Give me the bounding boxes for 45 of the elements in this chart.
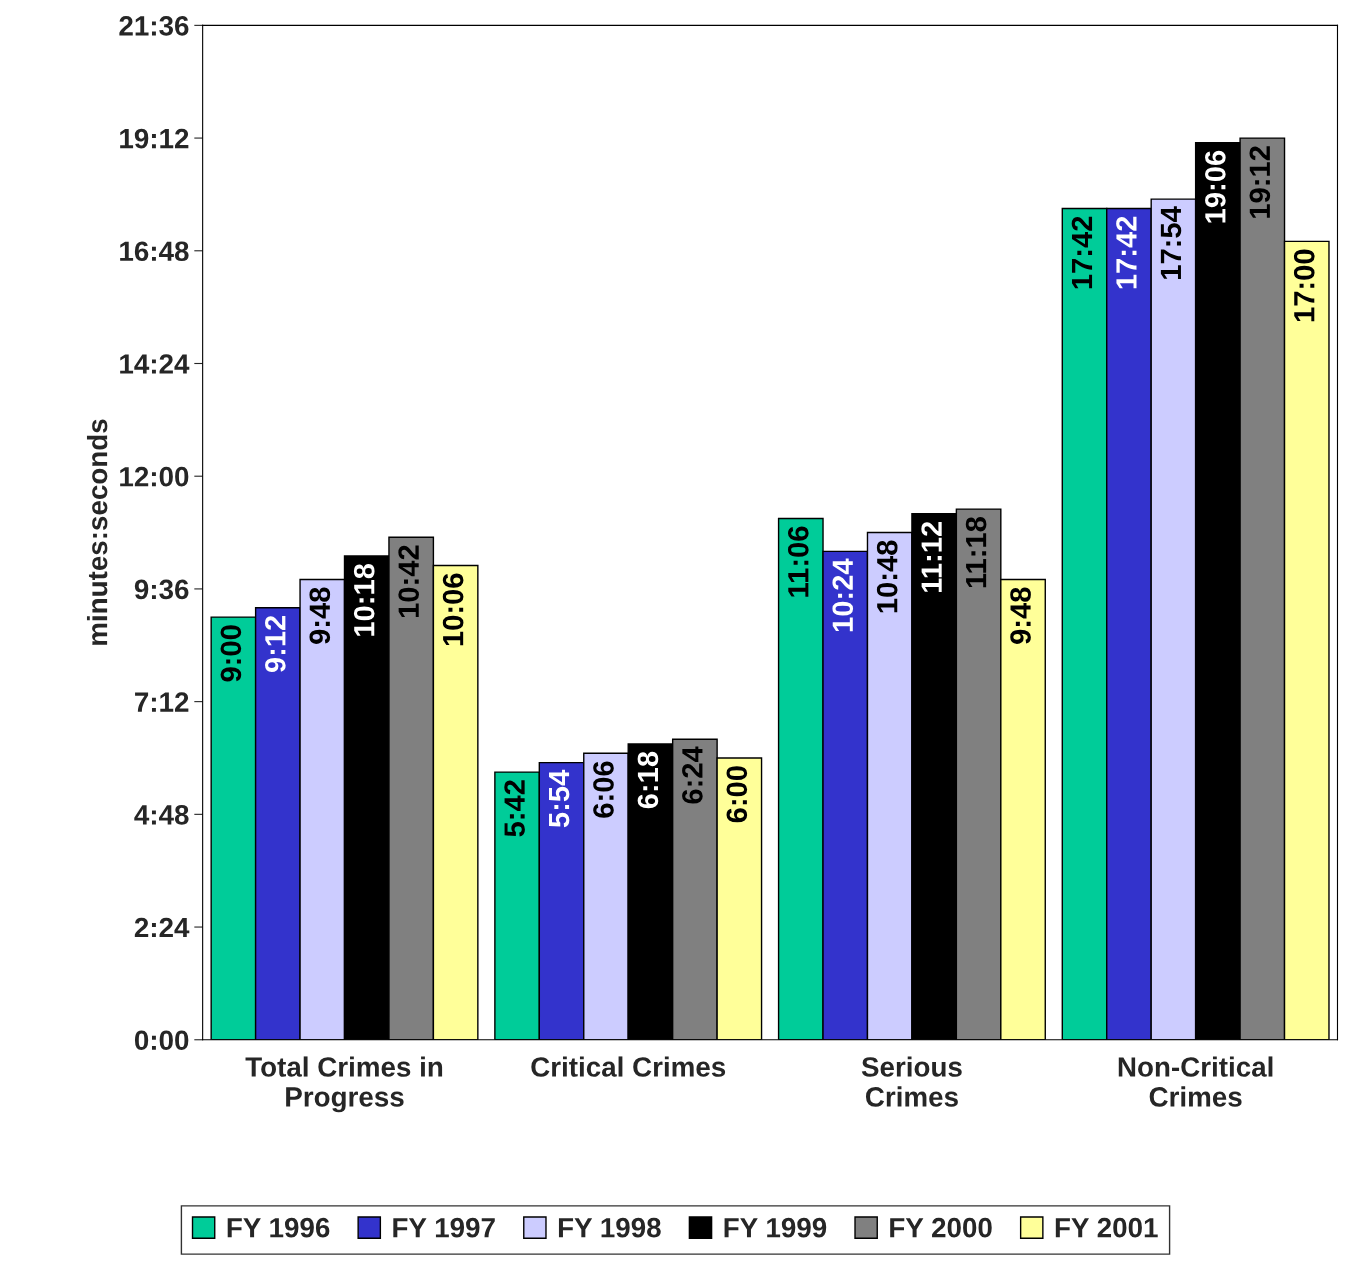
x-tick-label: Critical Crimes bbox=[531, 1056, 726, 1077]
data-label: 10:48 bbox=[876, 540, 898, 613]
y-tick-label: 7:12 bbox=[135, 692, 189, 712]
data-label: 5:42 bbox=[504, 780, 525, 837]
data-label: 6:24 bbox=[682, 746, 703, 804]
data-label: 19:12 bbox=[1249, 146, 1271, 218]
y-tick-label: 12:00 bbox=[120, 466, 189, 487]
legend-label: FY 1999 bbox=[724, 1217, 827, 1238]
legend-label: FY 1997 bbox=[393, 1217, 495, 1238]
y-tick-label: 14:24 bbox=[120, 354, 190, 374]
y-tick-label: 21:36 bbox=[119, 16, 189, 36]
x-tick-label: Total Crimes in Progress bbox=[245, 1056, 443, 1113]
y-tick-label: 2:24 bbox=[134, 917, 190, 938]
data-label: 6:18 bbox=[637, 751, 659, 809]
data-label: 11:12 bbox=[921, 521, 942, 592]
data-label: 11:06 bbox=[787, 526, 809, 597]
y-tick-label: 16:48 bbox=[120, 241, 189, 262]
data-label: 6:06 bbox=[593, 761, 614, 818]
data-label: 9:48 bbox=[1010, 587, 1031, 644]
legend-label: FY 1998 bbox=[558, 1217, 661, 1238]
data-label: 5:54 bbox=[549, 769, 570, 828]
data-label: 9:12 bbox=[265, 615, 286, 673]
y-axis-title: minutes:seconds bbox=[86, 419, 108, 645]
data-label: 17:42 bbox=[1071, 216, 1093, 289]
data-label: 10:42 bbox=[398, 545, 420, 618]
legend-label: FY 1996 bbox=[227, 1217, 330, 1238]
y-tick-label: 9:36 bbox=[134, 579, 189, 600]
data-label: 10:18 bbox=[353, 563, 375, 636]
data-label: 17:42 bbox=[1116, 216, 1137, 289]
y-tick-label: 19:12 bbox=[120, 128, 189, 149]
data-label: 11:18 bbox=[965, 517, 987, 588]
data-label: 17:54 bbox=[1160, 206, 1182, 279]
legend-label: FY 2000 bbox=[890, 1217, 992, 1238]
x-tick-label: Serious Crimes bbox=[861, 1056, 962, 1107]
data-label: 6:00 bbox=[726, 766, 748, 823]
data-label: 10:24 bbox=[832, 558, 854, 632]
data-label: 19:06 bbox=[1205, 150, 1226, 223]
y-tick-label: 4:48 bbox=[134, 805, 189, 825]
data-label: 9:48 bbox=[309, 587, 331, 644]
y-tick-label: 0:00 bbox=[134, 1030, 189, 1051]
data-label: 10:06 bbox=[442, 573, 464, 646]
data-label: 17:00 bbox=[1293, 249, 1315, 322]
x-tick-label: Non-Critical Crimes bbox=[1118, 1056, 1273, 1107]
data-label: 9:00 bbox=[220, 625, 242, 682]
legend-label: FY 2001 bbox=[1055, 1217, 1158, 1238]
